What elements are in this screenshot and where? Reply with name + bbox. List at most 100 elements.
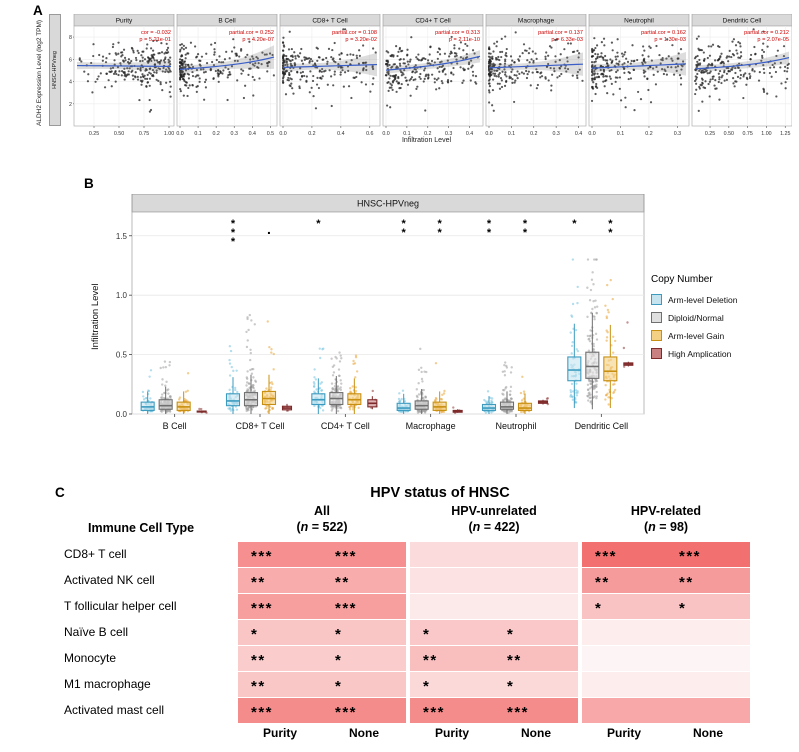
legend-item-diploid-normal: Diploid/Normal (651, 312, 737, 323)
sig-star: * (316, 218, 321, 230)
facet-neutrophil: Neutrophil 0.0 0.1 0.2 0.3 partial.cor = 0.16… (588, 14, 690, 137)
svg-text:0.5: 0.5 (116, 351, 128, 360)
sig-star: * (402, 218, 407, 230)
svg-text:0.25: 0.25 (705, 131, 715, 137)
box-category-cd4-t-cell (311, 347, 378, 414)
svg-text:0.2: 0.2 (530, 131, 537, 137)
row-label: Activated mast cell (64, 703, 165, 717)
svg-text:1.00: 1.00 (761, 131, 771, 137)
heatmap-cell: * (494, 671, 578, 697)
heatmap-row-monocyte: Monocyte ** * ** ** (60, 645, 760, 671)
heatmap-row-activated-nk-cell: Activated NK cell ** ** ** ** (60, 567, 760, 593)
legend-items: Arm-level Deletion Diploid/Normal Arm-leve… (651, 294, 737, 359)
heatmap-cell (666, 619, 750, 645)
heatmap-cell: * (322, 671, 406, 697)
svg-text:0.0: 0.0 (588, 131, 595, 137)
heatmap-rows: CD8+ T cell *** *** *** *** Activated NK cell… (60, 541, 760, 723)
box-category-dendritic-cell (567, 258, 634, 410)
box-arm-level-deletion (567, 356, 582, 382)
heatmap-cell: ** (238, 567, 322, 593)
heatmap-row-activated-mast-cell: Activated mast cell *** *** *** *** (60, 697, 760, 723)
svg-text:0.0: 0.0 (279, 131, 286, 137)
heatmap-cell: ** (322, 567, 406, 593)
copy-number-legend: Copy Number Arm-level Deletion Diploid/No… (651, 274, 737, 366)
footer-label-purity-4: Purity (606, 725, 641, 740)
cor-annotation: cor = -0.032 (141, 30, 171, 36)
row-label: T follicular helper cell (64, 599, 177, 613)
heatmap-cell (494, 567, 578, 593)
trend-line (694, 57, 790, 70)
heatmap-cell (582, 697, 666, 723)
heatmap-cell: ** (238, 645, 322, 671)
pvalue-annotation: p = 4.20e-07 (242, 37, 274, 43)
legend-item-label: Arm-level Gain (668, 330, 725, 341)
scatter-points (178, 38, 275, 102)
svg-text:0.0: 0.0 (485, 131, 492, 137)
svg-text:4: 4 (69, 80, 72, 86)
facet-macrophage: Macrophage 0.0 0.1 0.2 0.3 0.4 partial.cor = 0… (485, 14, 587, 137)
legend-key-swatch (651, 330, 662, 341)
svg-text:Macrophage: Macrophage (518, 18, 555, 25)
category-label: CD4+ T Cell (321, 421, 370, 431)
box-arm-level-gain (603, 356, 618, 382)
box-category-b-cell (140, 360, 208, 415)
hpv-heatmap-table: Immune Cell Type All (n = 522) HPV-unrelat… (60, 503, 760, 740)
panel-b-strip-label: HNSC-HPVneg (357, 199, 419, 209)
svg-text:0.1: 0.1 (617, 131, 624, 137)
sig-star: * (608, 218, 613, 230)
heatmap-row-na-ve-b-cell: Naïve B cell * * * * (60, 619, 760, 645)
svg-text:0.3: 0.3 (445, 131, 452, 137)
heatmap-cell: *** (322, 593, 406, 619)
legend-key-swatch (651, 294, 662, 305)
panel-a-cancer-strip-label: HNSC-HPVneg (52, 51, 58, 89)
heatmap-cell: ** (666, 567, 750, 593)
footer-label-none-1: None (349, 725, 379, 740)
heatmap-footer-row: Purity None Purity None Purity None (60, 726, 760, 740)
sig-star: * (438, 218, 443, 230)
legend-item-arm-level-gain: Arm-level Gain (651, 330, 737, 341)
category-label: Neutrophil (495, 421, 536, 431)
panel-a-x-axis-label: Infiltration Level (401, 137, 452, 144)
legend-item-label: High Amplication (668, 348, 732, 359)
svg-text:6: 6 (69, 57, 72, 63)
footer-label-none-3: None (521, 725, 551, 740)
svg-text:0.75: 0.75 (742, 131, 752, 137)
svg-text:CD8+ T Cell: CD8+ T Cell (312, 18, 348, 25)
legend-title: Copy Number (651, 274, 713, 285)
confidence-band (180, 45, 274, 75)
cor-annotation: partial.cor = 0.313 (435, 30, 480, 36)
legend-item-arm-level-deletion: Arm-level Deletion (651, 294, 737, 305)
svg-text:0.50: 0.50 (114, 131, 124, 137)
pvalue-annotation: p = 3.20e-02 (345, 37, 377, 43)
footer-label-purity-2: Purity (434, 725, 469, 740)
svg-text:0.0: 0.0 (116, 410, 128, 419)
svg-text:0.4: 0.4 (466, 131, 473, 137)
sig-star: * (523, 227, 528, 239)
heatmap-cell: * (322, 619, 406, 645)
svg-text:0.1: 0.1 (194, 131, 201, 137)
heatmap-cell: ** (410, 645, 494, 671)
heatmap-cell: * (582, 593, 666, 619)
sig-star: * (487, 218, 492, 230)
svg-text:0.1: 0.1 (403, 131, 410, 137)
heatmap-cell (582, 619, 666, 645)
box-diploid-normal (585, 351, 600, 379)
heatmap-cell: ** (582, 567, 666, 593)
panel-a-cancer-strip: HNSC-HPVneg (49, 14, 61, 126)
svg-text:2: 2 (69, 102, 72, 108)
row-label: Activated NK cell (64, 573, 155, 587)
heatmap-cell: * (410, 671, 494, 697)
heatmap-column-group-headers: All (n = 522) HPV-unrelated (n = 422) HPV-re… (238, 503, 750, 536)
heatmap-cell (410, 593, 494, 619)
heatmap-cell (410, 567, 494, 593)
footer-spacer (60, 726, 238, 740)
heatmap-cell (582, 671, 666, 697)
pvalue-annotation: p = 2.07e-05 (757, 37, 789, 43)
row-label: M1 macrophage (64, 677, 151, 691)
sig-star: * (438, 227, 443, 239)
sig-star: * (608, 227, 613, 239)
heatmap-header-row: Immune Cell Type All (n = 522) HPV-unrelat… (60, 503, 760, 536)
svg-text:CD4+ T Cell: CD4+ T Cell (415, 18, 451, 25)
heatmap-cell: ** (494, 645, 578, 671)
heatmap-cell (494, 541, 578, 567)
